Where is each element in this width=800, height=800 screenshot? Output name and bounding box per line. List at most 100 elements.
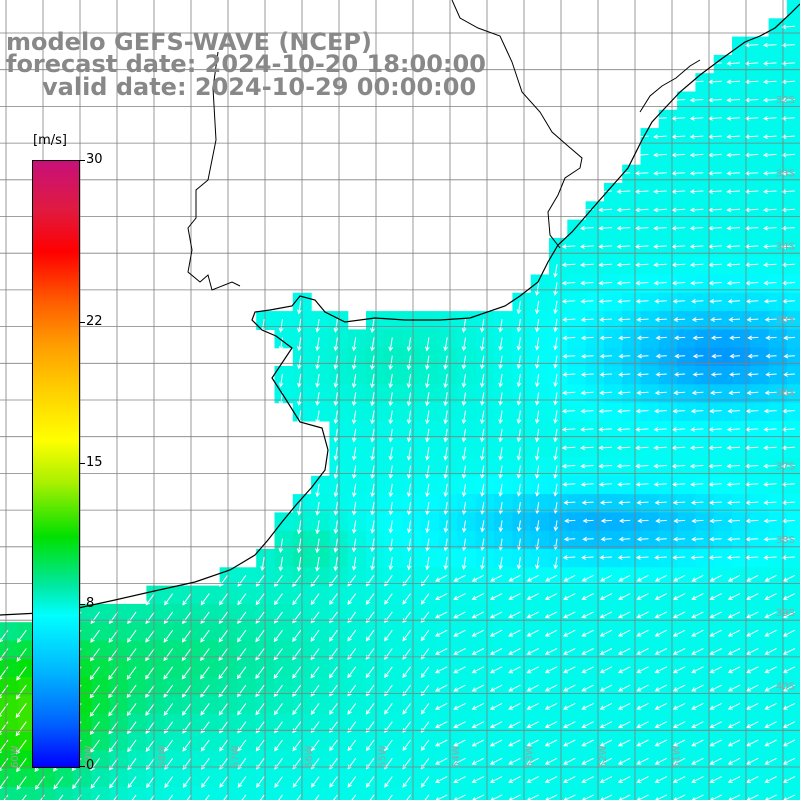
wind-speed-cell [183,713,202,733]
wind-speed-cell [695,183,715,202]
wind-arrow [481,538,485,551]
wind-speed-cell [567,439,587,459]
wind-arrow-head [351,474,357,480]
wind-arrow-head [764,687,770,692]
wind-speed-cell [713,384,733,404]
wind-speed-cell [475,457,495,477]
wind-arrow-head [563,760,569,765]
wind-speed-cell [677,347,696,367]
wind-speed-cell [786,567,800,587]
lagoon-path [639,59,701,113]
wind-arrow-head [765,372,771,377]
wind-speed-cell [311,347,330,367]
wind-speed-cell [201,603,221,623]
wind-arrow [727,190,741,193]
wind-arrow-head [351,547,357,553]
wind-arrow-head [255,674,260,680]
wind-arrow-head [746,577,752,582]
wind-arrow-head [489,669,495,674]
wind-arrow-head [553,290,558,296]
wind-arrow-head [479,364,485,370]
wind-speed-cell [164,750,184,770]
wind-arrow [636,684,649,692]
wind-arrow-head [434,760,440,765]
wind-arrow-head [653,244,659,249]
wind-speed-cell [366,384,385,404]
wind-arrow [637,593,649,600]
wind-arrow-head [729,353,735,359]
colorbar-tick-label: 22 [86,313,103,329]
wind-arrow-head [617,408,623,414]
wind-arrow-head [763,298,769,304]
wind-arrow [691,629,704,637]
wind-arrow [599,227,612,229]
wind-arrow-head [443,419,449,425]
wind-speed-cell [91,768,111,788]
wind-arrow [292,739,302,751]
wind-speed-cell [585,201,605,221]
wind-arrow-head [673,518,679,524]
forecast-date: forecast date: 2024-10-20 18:00:00 [6,50,486,78]
wind-arrow [709,117,722,120]
wind-arrow [371,392,375,406]
wind-arrow [426,355,430,370]
wind-speed-cell [237,622,257,642]
wind-speed-cell [237,713,257,733]
wind-arrow [563,666,576,673]
wind-arrow [727,208,741,211]
wind-speed-cell [183,658,202,678]
wind-speed-cell [750,603,770,623]
wind-arrow [545,776,558,783]
wind-arrow [499,428,503,442]
wind-arrow [499,410,503,424]
wind-arrow-head [599,353,605,359]
wind-speed-cell [530,292,550,312]
wind-arrow-head [181,674,187,680]
wind-speed-cell [750,347,770,367]
wind-arrow-head [516,419,522,425]
wind-arrow [435,574,448,582]
wind-arrow-head [347,782,353,788]
wind-speed-cell [640,402,660,422]
wind-speed-cell [494,494,513,513]
wind-arrow-head [273,637,279,643]
wind-arrow [746,282,759,284]
wind-arrow [637,318,649,321]
wind-arrow [255,703,265,715]
wind-arrow-head [297,309,302,315]
wind-arrow [371,538,375,552]
wind-speed-cell [91,750,111,770]
wind-speed-cell [274,366,294,385]
wind-speed-cell [402,366,422,385]
wind-arrow [15,721,27,736]
wind-arrow-head [672,760,678,765]
wind-speed-cell [585,494,605,513]
wind-speed-cell [603,603,623,623]
wind-arrow [674,519,686,522]
wind-arrow-head [599,317,605,322]
wind-speed-cell [237,567,257,587]
wind-arrow [709,135,722,138]
wind-arrow [763,80,777,83]
wind-arrow [353,373,357,388]
wind-arrow-head [580,317,586,322]
wind-speed-cell [311,750,330,770]
wind-arrow-head [471,723,477,729]
wind-arrow [746,501,759,504]
wind-arrow-head [634,207,640,213]
wind-arrow-head [689,97,695,103]
wind-arrow-head [689,152,695,158]
wind-arrow [274,721,283,733]
wind-arrow-head [508,723,514,729]
wind-arrow-head [561,408,567,414]
wind-arrow-head [420,746,426,752]
wind-speed-cell [512,347,532,367]
wind-speed-cell [585,695,605,715]
wind-speed-cell [677,329,696,349]
wind-speed-cell [786,54,800,74]
wind-arrow [656,538,667,540]
wind-speed-cell [311,366,330,385]
wind-speed-cell [768,713,788,733]
wind-arrow-head [292,710,297,716]
wind-arrow-head [526,650,532,655]
